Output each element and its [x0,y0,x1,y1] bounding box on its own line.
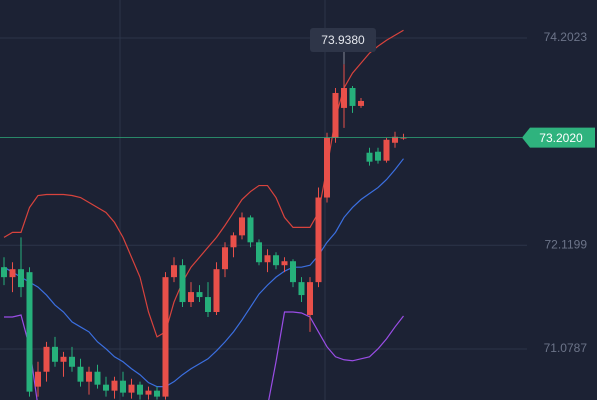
candle-body [307,282,313,315]
candle-body [145,390,152,395]
candle-body [196,292,203,298]
candle-body [35,371,41,387]
candle-body [137,384,143,395]
plot [1,29,407,400]
candle-body [77,366,84,382]
candle-body [281,261,288,266]
max-label-box [310,28,376,52]
candle-body [315,197,322,283]
candle-body [60,356,67,362]
candle-body [26,272,33,392]
candle-body [188,292,194,303]
candle-body [332,92,339,138]
candle-body [154,390,160,397]
candle-body [213,269,220,312]
candle-body [43,346,50,372]
candle-body [69,356,75,367]
candle-body [264,255,271,263]
candle-body [120,380,126,393]
last-price-tag [522,127,595,148]
candle-body [349,88,356,106]
candle-body [162,277,169,397]
y-tick-label: 74.2023 [544,30,588,44]
candle-body [358,100,364,106]
candle-body [1,267,7,278]
candle-body [52,346,58,362]
candle-body [128,384,135,393]
candle-body [94,371,101,385]
candle-body [205,297,211,312]
candle-body [222,247,228,270]
candle-body [273,255,279,266]
candle-body [103,384,109,391]
candle-body [375,151,381,161]
candle-body [298,282,305,296]
candle-body [247,217,254,243]
candle-body [324,137,330,198]
candle-body [383,139,390,161]
candle-body [171,265,177,278]
candle-body [400,137,407,139]
last-price-label: 73.2020 [539,131,583,145]
candle-body [179,265,186,303]
max-label: 73.9380 [321,33,365,47]
candle-body [9,269,16,278]
candle-body [239,217,245,236]
candle-body [290,261,296,283]
candle-body [18,269,24,288]
candle-body [256,242,262,263]
y-tick-label: 72.1199 [545,237,588,251]
y-tick-label: 71.0787 [544,341,588,355]
candle-body [366,152,373,162]
band-line [3,158,404,388]
candle-body [392,136,398,143]
candle-body [86,371,92,382]
candle-body [341,88,347,108]
candle-body [230,235,237,248]
candle-body [111,380,118,391]
